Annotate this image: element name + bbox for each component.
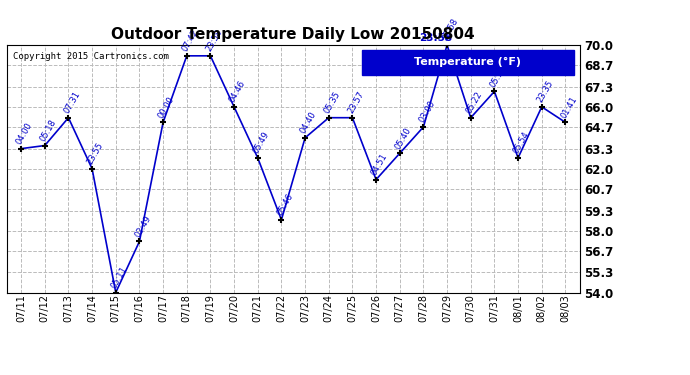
Bar	[362, 50, 574, 75]
Text: 05:11: 05:11	[109, 265, 129, 290]
Text: 01:41: 01:41	[559, 94, 579, 120]
Text: 23:55: 23:55	[86, 141, 106, 166]
Text: Temperature (°F): Temperature (°F)	[415, 57, 522, 68]
Point	[560, 119, 571, 125]
Text: 04:46: 04:46	[228, 79, 248, 104]
Text: 05:30: 05:30	[488, 63, 508, 88]
Text: 02:49: 02:49	[133, 214, 152, 238]
Point	[489, 88, 500, 94]
Text: 05:18: 05:18	[39, 118, 58, 143]
Point	[323, 115, 334, 121]
Point	[205, 53, 216, 59]
Point	[253, 155, 264, 161]
Text: 23:58: 23:58	[204, 28, 224, 53]
Point	[181, 53, 193, 59]
Point	[63, 115, 74, 121]
Text: 05:22: 05:22	[464, 90, 484, 115]
Point	[371, 177, 382, 183]
Text: 23:58: 23:58	[441, 17, 460, 42]
Text: 05:54: 05:54	[512, 130, 531, 155]
Text: 04:51: 04:51	[370, 152, 389, 177]
Text: 07:31: 07:31	[62, 90, 82, 115]
Point	[276, 217, 287, 223]
Text: Copyright 2015 Cartronics.com: Copyright 2015 Cartronics.com	[12, 53, 168, 62]
Text: 03:00: 03:00	[417, 99, 437, 124]
Text: 00:00: 00:00	[157, 94, 177, 120]
Point	[513, 155, 524, 161]
Point	[228, 104, 239, 110]
Point	[86, 166, 97, 172]
Text: 04:00: 04:00	[14, 121, 34, 146]
Point	[16, 146, 27, 152]
Title: Outdoor Temperature Daily Low 20150804: Outdoor Temperature Daily Low 20150804	[112, 27, 475, 42]
Point	[347, 115, 358, 121]
Text: 23:58: 23:58	[419, 33, 452, 43]
Text: 05:35: 05:35	[322, 90, 342, 115]
Text: 05:46: 05:46	[275, 192, 295, 217]
Point	[134, 238, 145, 244]
Point	[465, 115, 476, 121]
Point	[110, 290, 121, 296]
Point	[442, 42, 453, 48]
Point	[394, 150, 405, 156]
Point	[157, 119, 168, 125]
Text: 05:49: 05:49	[251, 130, 271, 155]
Text: 05:40: 05:40	[393, 125, 413, 150]
Point	[418, 124, 429, 130]
Text: 04:40: 04:40	[299, 110, 318, 135]
Point	[39, 142, 50, 148]
Text: 23:35: 23:35	[535, 79, 555, 104]
Point	[536, 104, 547, 110]
Text: 23:57: 23:57	[346, 90, 366, 115]
Text: 07:42: 07:42	[180, 28, 200, 53]
Point	[299, 135, 310, 141]
